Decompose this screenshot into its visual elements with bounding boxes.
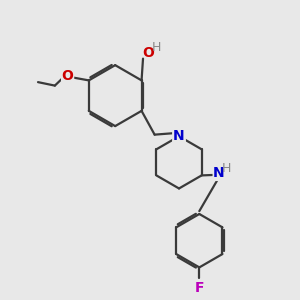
Text: H: H (152, 41, 161, 54)
Text: N: N (213, 167, 225, 180)
Text: O: O (142, 46, 154, 60)
Text: H: H (222, 162, 232, 175)
Text: N: N (173, 129, 185, 143)
Text: O: O (62, 69, 74, 83)
Text: F: F (195, 281, 204, 295)
